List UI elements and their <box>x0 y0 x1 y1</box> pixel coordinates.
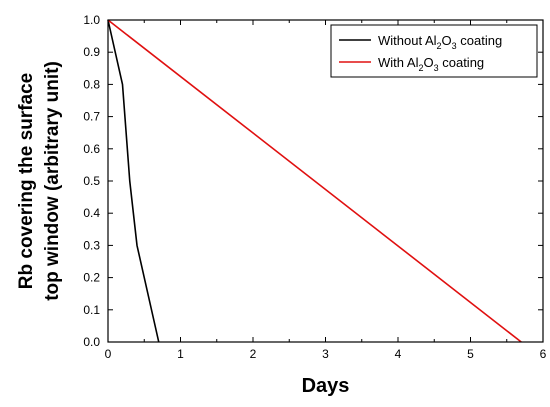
axes-layer: 0 1 2 3 4 5 6 0.0 0.1 0.2 0.3 0.4 0.5 0.6 0.7 0.8 0.9 1.0… <box>16 13 547 397</box>
series-line-1 <box>107 19 160 343</box>
y-tick-label: 0.3 <box>83 238 100 252</box>
x-tick-label: 1 <box>177 347 184 361</box>
x-tick-label: 0 <box>105 347 112 361</box>
series-line-2 <box>107 19 522 343</box>
y-tick-label: 0.8 <box>83 77 100 91</box>
y-axis-title-line-1: Rb covering the surface <box>16 73 37 289</box>
y-tick-label: 0.7 <box>83 110 100 124</box>
x-tick-label: 4 <box>395 347 402 361</box>
y-tick-label: 0.6 <box>83 142 100 156</box>
legend-box <box>330 24 538 78</box>
legend-label-1: Without Al2O3 coating <box>378 33 502 51</box>
y-tick-label: 1.0 <box>83 13 100 27</box>
y-tick-label: 0.4 <box>83 206 100 220</box>
x-tick-label: 5 <box>467 347 474 361</box>
y-axis-title-line-2: top window (arbitrary unit) <box>42 61 63 301</box>
x-axis-title: Days <box>302 375 350 397</box>
y-tick-label: 0.5 <box>83 174 100 188</box>
plot-layer <box>107 19 522 343</box>
y-tick-label: 0.9 <box>83 45 100 59</box>
x-tick-label: 2 <box>250 347 257 361</box>
y-tick-label: 0.0 <box>83 335 100 349</box>
x-tick-label: 3 <box>322 347 329 361</box>
legend: Without Al2O3 coating With Al2O3 coating <box>330 24 538 78</box>
x-tick-label: 6 <box>540 347 547 361</box>
legend-label-2: With Al2O3 coating <box>378 55 484 73</box>
y-tick-label: 0.1 <box>83 303 100 317</box>
y-tick-label: 0.2 <box>83 271 100 285</box>
